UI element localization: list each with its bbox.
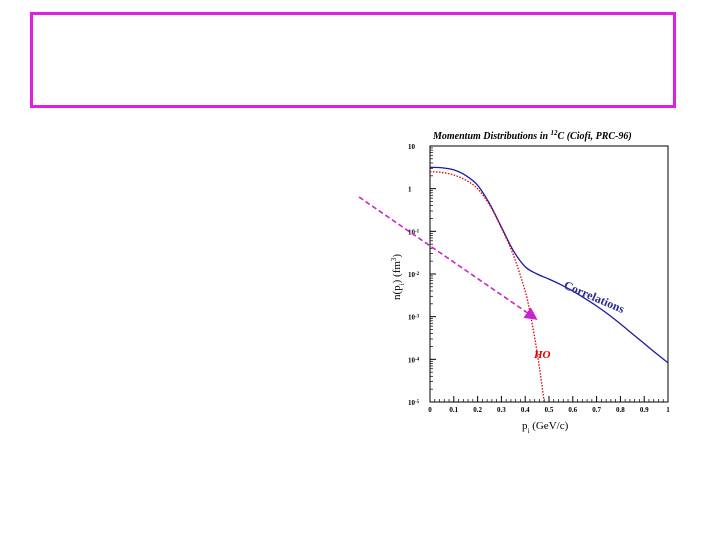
x-tick-label: 0.8 xyxy=(616,406,625,414)
series-layer xyxy=(429,166,669,403)
x-tick-label: 0.1 xyxy=(449,406,458,414)
x-axis-ticks: 0 0.1 0.2 0.3 0.4 0.5 0.6 0.7 0.8 0.9 1 xyxy=(428,396,670,414)
y-tick-label: 10-2 xyxy=(408,271,420,279)
x-tick-label: 0 xyxy=(428,406,432,414)
y-tick-label: 10-4 xyxy=(408,356,420,364)
x-tick-label: 1 xyxy=(666,406,670,414)
chart-title: Momentum Distributions in 12C (Ciofi, PR… xyxy=(432,129,632,142)
x-tick-label: 0.5 xyxy=(545,406,554,414)
series-line-correlations xyxy=(429,166,669,364)
y-tick-label: 10-5 xyxy=(408,399,420,407)
x-tick-label: 0.7 xyxy=(592,406,601,414)
y-tick-label: 1 xyxy=(408,186,412,194)
x-tick-label: 0.3 xyxy=(497,406,506,414)
x-tick-label: 0.2 xyxy=(473,406,482,414)
pointer-arrow xyxy=(358,196,538,320)
ho-label: HO xyxy=(533,349,551,361)
plot-frame xyxy=(429,145,669,403)
correlations-label: Correlations xyxy=(562,278,627,316)
x-axis-label: pi (GeV/c) xyxy=(522,420,569,435)
series-line-ho xyxy=(429,170,545,403)
y-tick-label: 10-3 xyxy=(408,314,420,322)
y-tick-label: 10-1 xyxy=(408,228,420,236)
y-axis-ticks: 10 1 10-1 10-2 10-3 10-4 10-5 xyxy=(408,143,436,407)
x-tick-label: 0.4 xyxy=(521,406,530,414)
x-tick-label: 0.6 xyxy=(568,406,577,414)
x-tick-label: 0.9 xyxy=(640,406,649,414)
y-tick-label: 10 xyxy=(408,143,416,151)
y-axis-label: n(pi) (fm3) xyxy=(390,254,406,300)
slide-title-box xyxy=(30,12,676,108)
